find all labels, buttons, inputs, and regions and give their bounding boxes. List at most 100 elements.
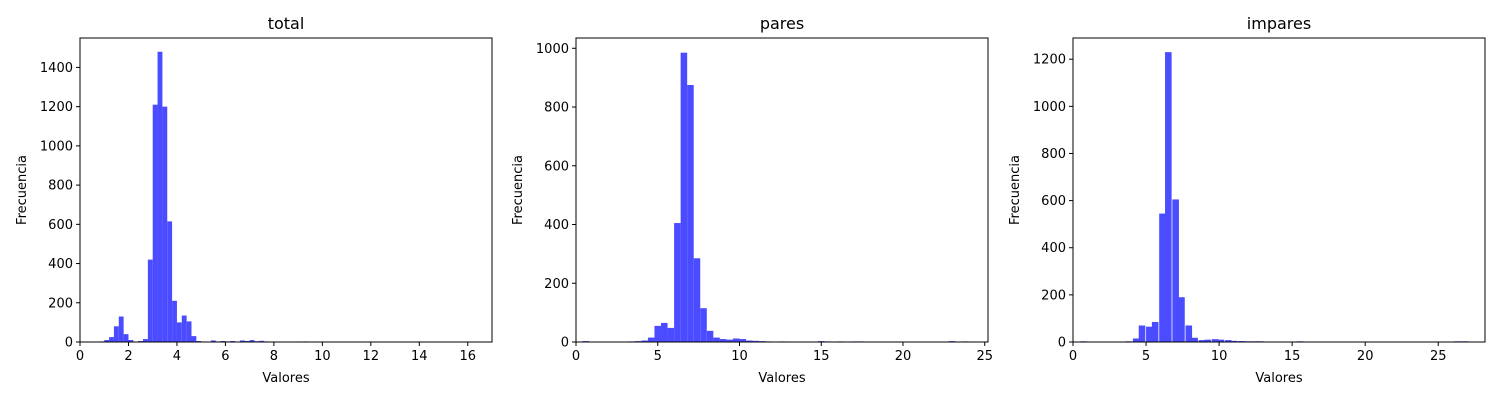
histogram-bar bbox=[641, 340, 648, 342]
histogram-bar bbox=[667, 327, 675, 342]
histogram-bar bbox=[1151, 321, 1159, 342]
x-axis-label: Valores bbox=[1255, 371, 1302, 386]
histogram-bar bbox=[181, 315, 187, 342]
x-axis-label: Valores bbox=[758, 371, 805, 386]
x-tick-label: 15 bbox=[1284, 349, 1301, 364]
y-tick-label: 400 bbox=[544, 218, 569, 233]
y-axis-label: Frecuencia bbox=[1008, 155, 1023, 225]
histogram-bar bbox=[706, 330, 714, 342]
y-tick-label: 1000 bbox=[40, 139, 73, 154]
y-tick-label: 0 bbox=[1058, 336, 1066, 351]
histogram-bar bbox=[1185, 325, 1193, 342]
histogram-bar bbox=[152, 104, 158, 343]
y-axis-label: Frecuencia bbox=[15, 155, 30, 225]
histogram-bar bbox=[1165, 52, 1172, 342]
y-tick-label: 1200 bbox=[40, 100, 73, 115]
y-tick-label: 800 bbox=[1041, 147, 1066, 162]
x-axis-label: Valores bbox=[262, 371, 309, 386]
x-tick-label: 5 bbox=[654, 349, 662, 364]
x-tick-label: 25 bbox=[1430, 349, 1447, 364]
x-tick-label: 0 bbox=[572, 349, 580, 364]
histogram-bar bbox=[113, 326, 119, 342]
histogram-bar bbox=[732, 338, 740, 342]
histogram-bar bbox=[719, 339, 727, 342]
y-tick-label: 600 bbox=[1041, 194, 1066, 209]
histogram-bar bbox=[713, 337, 720, 342]
y-tick-label: 800 bbox=[48, 179, 73, 194]
chart-panel-0: 0 2 4 6 8 10 12 14 16 0 200 400 600 800 1000 1200 1400 to… bbox=[15, 14, 493, 386]
y-tick-label: 800 bbox=[544, 101, 569, 116]
histogram-bar bbox=[1178, 297, 1185, 342]
histogram-bar bbox=[1224, 340, 1232, 342]
x-tick-label: 10 bbox=[1211, 349, 1228, 364]
x-tick-label: 4 bbox=[173, 349, 181, 364]
histogram-bar bbox=[259, 340, 265, 342]
histogram-bar bbox=[249, 340, 255, 342]
histogram-bar bbox=[176, 322, 182, 342]
histogram-bar bbox=[1132, 338, 1140, 342]
histogram-bar bbox=[680, 52, 688, 342]
histogram-bar bbox=[654, 325, 662, 342]
y-tick-label: 200 bbox=[544, 277, 569, 292]
histogram-bar bbox=[157, 51, 163, 342]
histogram-bar bbox=[172, 300, 177, 342]
y-tick-label: 1400 bbox=[40, 61, 73, 76]
bars-group bbox=[582, 52, 969, 343]
histogram-bar bbox=[700, 308, 707, 342]
x-tick-label: 14 bbox=[411, 349, 428, 364]
x-tick-label: 12 bbox=[363, 349, 380, 364]
histogram-bar bbox=[1159, 213, 1166, 342]
histogram-bar bbox=[739, 339, 747, 342]
histogram-bar bbox=[118, 316, 124, 342]
histogram-bar bbox=[1146, 326, 1153, 342]
histogram-bar bbox=[186, 321, 192, 342]
histogram-bar bbox=[674, 223, 681, 342]
x-tick-label: 0 bbox=[76, 349, 84, 364]
histogram-bar bbox=[143, 339, 148, 342]
y-tick-label: 1000 bbox=[536, 42, 569, 57]
axes-frame bbox=[575, 37, 989, 343]
chart-title: impares bbox=[1247, 14, 1311, 33]
histogram-bar bbox=[123, 334, 129, 342]
histogram-bar bbox=[1198, 340, 1206, 342]
histogram-bar bbox=[1230, 340, 1238, 342]
x-tick-label: 8 bbox=[270, 349, 278, 364]
axes-frame bbox=[79, 37, 493, 343]
histogram-bar bbox=[752, 340, 760, 342]
x-tick-label: 2 bbox=[124, 349, 132, 364]
x-tick-label: 5 bbox=[1142, 349, 1150, 364]
chart-panel-2: 0 5 10 15 20 25 0 200 400 600 800 1000 1200 impares Va… bbox=[1008, 14, 1486, 386]
histogram-bar bbox=[746, 340, 753, 342]
axes-frame bbox=[1072, 37, 1486, 343]
histogram-bar bbox=[239, 340, 245, 342]
histogram-bar bbox=[210, 340, 216, 342]
x-tick-label: 0 bbox=[1069, 349, 1077, 364]
x-tick-label: 25 bbox=[976, 349, 993, 364]
histogram-bar bbox=[1204, 339, 1212, 342]
x-tick-label: 6 bbox=[221, 349, 229, 364]
chart-title: total bbox=[268, 14, 305, 33]
chart-panel-1: 0 5 10 15 20 25 0 200 400 600 800 1000 pares Valores F… bbox=[511, 14, 993, 386]
y-tick-label: 1000 bbox=[1033, 100, 1066, 115]
histogram-bar bbox=[104, 340, 110, 342]
histogram-bar bbox=[191, 336, 197, 342]
y-axis-label: Frecuencia bbox=[511, 155, 526, 225]
histogram-bar bbox=[647, 337, 655, 342]
histogram-bar bbox=[109, 337, 114, 342]
histogram-bar bbox=[687, 85, 694, 342]
x-tick-label: 10 bbox=[731, 349, 748, 364]
histogram-bar bbox=[162, 106, 168, 343]
y-tick-label: 400 bbox=[48, 257, 73, 272]
x-tick-label: 10 bbox=[314, 349, 331, 364]
histogram-bar bbox=[661, 322, 668, 342]
histogram-bar bbox=[1217, 339, 1225, 342]
y-tick-label: 200 bbox=[1041, 288, 1066, 303]
x-tick-label: 20 bbox=[895, 349, 912, 364]
x-tick-label: 16 bbox=[459, 349, 476, 364]
y-tick-label: 400 bbox=[1041, 241, 1066, 256]
histogram-bar bbox=[1172, 199, 1179, 342]
histogram-bar bbox=[693, 258, 701, 342]
y-tick-label: 0 bbox=[65, 336, 73, 351]
histogram-bar bbox=[1211, 339, 1219, 342]
